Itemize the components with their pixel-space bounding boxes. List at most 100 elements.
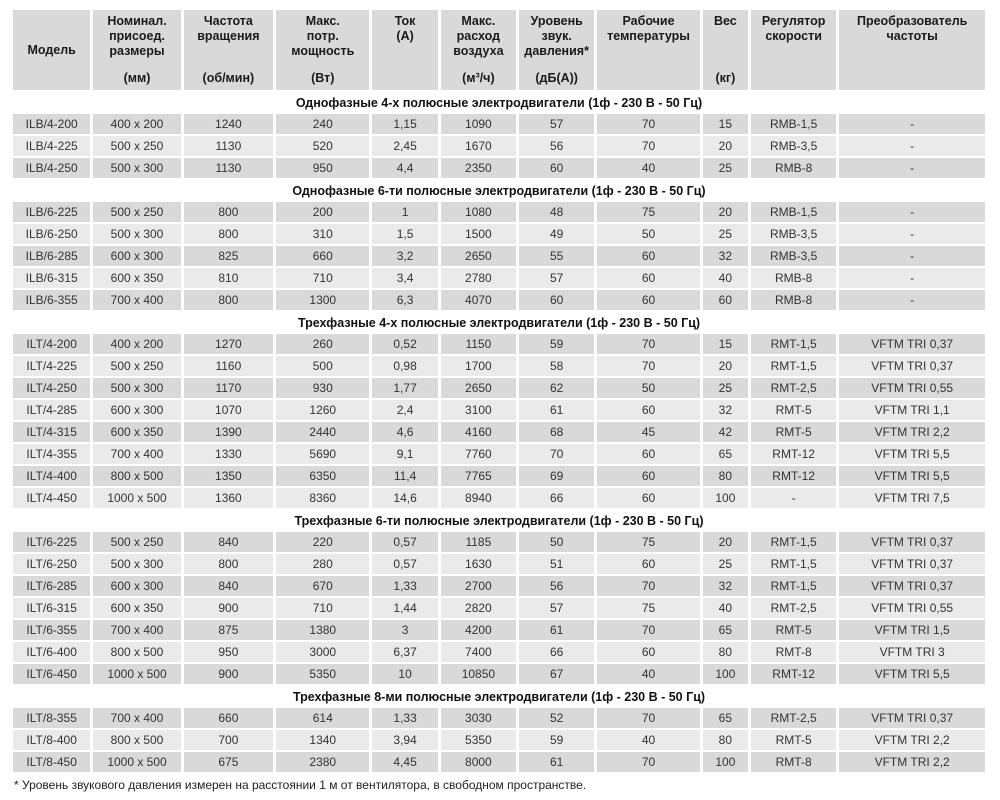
cell-airflow: 2820 xyxy=(440,598,517,618)
cell-current: 1,33 xyxy=(372,708,438,728)
cell-current: 2,4 xyxy=(372,400,438,420)
cell-model: ILT/6-315 xyxy=(13,598,91,618)
cell-power: 240 xyxy=(276,114,370,134)
cell-airflow: 2350 xyxy=(440,158,517,178)
cell-power: 950 xyxy=(276,158,370,178)
table-row: ILT/6-315 600 x 350 900 710 1,44 2820 57 75 40 RM… xyxy=(13,598,985,618)
cell-size: 1000 x 500 xyxy=(93,752,181,772)
cell-regulator: RMT-12 xyxy=(750,444,837,464)
cell-power: 614 xyxy=(276,708,370,728)
cell-size: 500 x 300 xyxy=(93,158,181,178)
table-row: ILT/6-450 1000 x 500 900 5350 10 10850 67 40 100… xyxy=(13,664,985,684)
table-row: ILB/6-355 700 x 400 800 1300 6,3 4070 60 60 60 RM… xyxy=(13,290,985,310)
cell-current: 0,57 xyxy=(372,532,438,552)
cell-airflow: 2780 xyxy=(440,268,517,288)
cell-noise: 60 xyxy=(519,290,595,310)
cell-current: 3,4 xyxy=(372,268,438,288)
table-row: ILT/8-355 700 x 400 660 614 1,33 3030 52 70 65 RM… xyxy=(13,708,985,728)
column-unit: (м³/ч) xyxy=(462,71,495,85)
cell-current: 11,4 xyxy=(372,466,438,486)
cell-temp: 60 xyxy=(597,444,700,464)
cell-airflow: 1670 xyxy=(440,136,517,156)
table-row: ILT/4-450 1000 x 500 1360 8360 14,6 8940 66 60 1… xyxy=(13,488,985,508)
cell-power: 520 xyxy=(276,136,370,156)
cell-converter: VFTM TRI 7,5 xyxy=(839,488,985,508)
cell-weight: 40 xyxy=(702,268,748,288)
cell-airflow: 3100 xyxy=(440,400,517,420)
cell-rpm: 1350 xyxy=(183,466,274,486)
cell-model: ILT/6-450 xyxy=(13,664,91,684)
cell-airflow: 10850 xyxy=(440,664,517,684)
cell-current: 4,4 xyxy=(372,158,438,178)
cell-rpm: 840 xyxy=(183,532,274,552)
column-unit: (Вт) xyxy=(311,71,335,85)
cell-converter: VFTM TRI 1,5 xyxy=(839,620,985,640)
cell-current: 1,44 xyxy=(372,598,438,618)
section-title: Трехфазные 6-ти полюсные электродвигател… xyxy=(13,510,985,530)
cell-converter: VFTM TRI 5,5 xyxy=(839,664,985,684)
cell-noise: 56 xyxy=(519,136,595,156)
column-unit: (об/мин) xyxy=(202,71,255,85)
cell-regulator: RMT-5 xyxy=(750,620,837,640)
cell-power: 660 xyxy=(276,246,370,266)
cell-size: 800 x 500 xyxy=(93,730,181,750)
cell-power: 200 xyxy=(276,202,370,222)
cell-noise: 59 xyxy=(519,730,595,750)
cell-size: 600 x 350 xyxy=(93,268,181,288)
cell-size: 600 x 300 xyxy=(93,576,181,596)
cell-temp: 70 xyxy=(597,752,700,772)
cell-rpm: 900 xyxy=(183,598,274,618)
cell-noise: 68 xyxy=(519,422,595,442)
cell-size: 500 x 300 xyxy=(93,378,181,398)
cell-size: 700 x 400 xyxy=(93,444,181,464)
cell-regulator: RMT-2,5 xyxy=(750,708,837,728)
cell-airflow: 8940 xyxy=(440,488,517,508)
cell-power: 1340 xyxy=(276,730,370,750)
cell-current: 0,52 xyxy=(372,334,438,354)
cell-weight: 65 xyxy=(702,444,748,464)
cell-current: 0,57 xyxy=(372,554,438,574)
cell-temp: 40 xyxy=(597,158,700,178)
cell-model: ILB/6-285 xyxy=(13,246,91,266)
table-row: ILT/6-225 500 x 250 840 220 0,57 1185 50 75 20 RM… xyxy=(13,532,985,552)
cell-converter: - xyxy=(839,158,985,178)
cell-regulator: RMB-8 xyxy=(750,268,837,288)
cell-noise: 61 xyxy=(519,752,595,772)
cell-noise: 49 xyxy=(519,224,595,244)
cell-model: ILT/6-355 xyxy=(13,620,91,640)
cell-model: ILT/4-355 xyxy=(13,444,91,464)
cell-rpm: 825 xyxy=(183,246,274,266)
column-header-current: Ток (А) xyxy=(372,10,438,90)
cell-airflow: 2700 xyxy=(440,576,517,596)
cell-current: 6,37 xyxy=(372,642,438,662)
cell-converter: VFTM TRI 2,2 xyxy=(839,752,985,772)
column-title: Макс. расход воздуха xyxy=(453,14,504,58)
cell-current: 2,45 xyxy=(372,136,438,156)
cell-size: 600 x 350 xyxy=(93,422,181,442)
column-header-weight: Вес (кг) xyxy=(702,10,748,90)
cell-regulator: RMB-3,5 xyxy=(750,224,837,244)
cell-power: 5350 xyxy=(276,664,370,684)
cell-airflow: 2650 xyxy=(440,378,517,398)
column-title: Частота вращения xyxy=(197,14,260,43)
cell-regulator: RMT-8 xyxy=(750,752,837,772)
cell-regulator: RMT-8 xyxy=(750,642,837,662)
cell-current: 1 xyxy=(372,202,438,222)
cell-power: 5690 xyxy=(276,444,370,464)
column-unit: (А) xyxy=(396,29,414,43)
cell-model: ILT/4-200 xyxy=(13,334,91,354)
cell-noise: 69 xyxy=(519,466,595,486)
cell-weight: 25 xyxy=(702,378,748,398)
table-row: ILB/6-225 500 x 250 800 200 1 1080 48 75 20 RMB-1… xyxy=(13,202,985,222)
cell-power: 710 xyxy=(276,598,370,618)
table-row: ILT/4-355 700 x 400 1330 5690 9,1 7760 70 60 65 R… xyxy=(13,444,985,464)
cell-power: 280 xyxy=(276,554,370,574)
cell-regulator: RMT-12 xyxy=(750,664,837,684)
cell-temp: 70 xyxy=(597,620,700,640)
table-row: ILT/8-450 1000 x 500 675 2380 4,45 8000 61 70 10… xyxy=(13,752,985,772)
column-title: Вес xyxy=(713,14,737,28)
cell-temp: 70 xyxy=(597,334,700,354)
cell-rpm: 1270 xyxy=(183,334,274,354)
cell-power: 1300 xyxy=(276,290,370,310)
